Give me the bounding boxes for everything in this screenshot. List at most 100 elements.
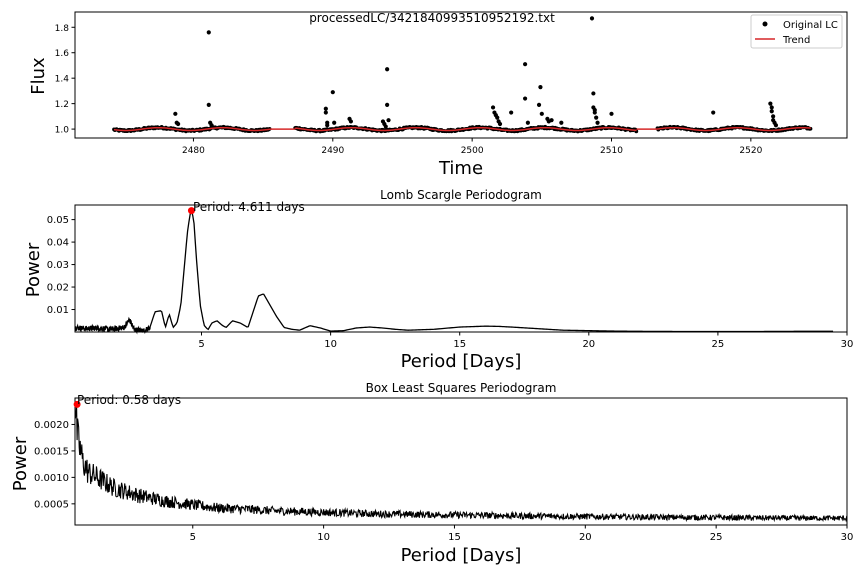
lc-outlier-point xyxy=(323,110,328,115)
lc-xtick-label: 2490 xyxy=(321,146,344,156)
lc-xtick-label: 2520 xyxy=(739,146,762,156)
ls-ytick-label: 0.01 xyxy=(47,305,69,316)
lc-outlier-point xyxy=(385,102,390,108)
lc-outlier-point xyxy=(332,120,337,125)
legend-label-original-lc: Original LC xyxy=(783,20,838,31)
lombscargle-ticks: 5 10 15 20 25 30 0.01 0.02 0.03 0.04 0.05 xyxy=(47,215,854,350)
bls-ytick-label: 0.0010 xyxy=(34,473,69,484)
lc-outlier-point xyxy=(325,123,330,128)
lombscargle-xlabel: Period [Days] xyxy=(401,351,522,372)
bls-title: Box Least Squares Periodogram xyxy=(366,381,557,395)
ls-xtick-label: 25 xyxy=(712,339,725,350)
ls-ytick-label: 0.03 xyxy=(47,260,69,271)
ls-xtick-label: 20 xyxy=(582,339,595,350)
lc-outlier-point xyxy=(383,124,388,129)
lc-outlier-point xyxy=(386,118,391,123)
lc-outlier-point xyxy=(173,111,178,116)
lc-ytick-label: 1.4 xyxy=(55,75,70,85)
ls-xtick-label: 30 xyxy=(841,339,854,350)
lc-outlier-point xyxy=(539,111,544,116)
bls-ytick-label: 0.0015 xyxy=(34,446,69,457)
bls-line xyxy=(74,403,848,523)
bls-xtick-label: 30 xyxy=(841,532,854,543)
figure-title: processedLC/3421840993510952192.txt xyxy=(309,11,555,25)
lc-outlier-point xyxy=(490,105,496,110)
lc-outlier-point xyxy=(509,110,514,115)
bls-xtick-label: 25 xyxy=(710,532,723,543)
lc-outlier-point xyxy=(769,109,774,114)
lombscargle-axes-frame xyxy=(74,204,848,333)
lc-xtick-label: 2510 xyxy=(600,146,623,156)
lc-outlier-point xyxy=(771,114,776,119)
lc-outlier-point xyxy=(594,115,599,120)
ls-xtick-label: 15 xyxy=(453,339,466,350)
lc-outlier-point xyxy=(592,110,597,115)
lc-outlier-point xyxy=(206,102,211,108)
lc-outlier-point xyxy=(497,121,503,127)
lc-outlier-point xyxy=(595,120,600,125)
lc-ytick-label: 1.0 xyxy=(55,126,70,136)
lc-outlier-point xyxy=(773,123,779,128)
bls-xtick-label: 10 xyxy=(317,532,330,543)
lightcurve-xlabel: Time xyxy=(438,158,483,179)
bls-annotation: Period: 0.58 days xyxy=(77,393,181,407)
bls-ytick-label: 0.0020 xyxy=(34,420,69,431)
lc-outlier-point xyxy=(536,102,542,108)
lc-outlier-point xyxy=(495,115,500,120)
ls-ytick-label: 0.02 xyxy=(47,283,69,294)
bls-marks xyxy=(73,400,848,523)
legend-marker-original-lc xyxy=(762,21,768,27)
lc-outlier-point xyxy=(589,16,595,21)
lc-outlier-point xyxy=(769,105,774,110)
lc-outlier-point xyxy=(538,84,543,90)
lc-outlier-point xyxy=(711,110,716,115)
lc-outlier-point xyxy=(348,119,354,124)
bls-xtick-label: 5 xyxy=(190,532,196,543)
lc-outlier-point xyxy=(523,62,528,67)
ls-xtick-label: 10 xyxy=(324,339,337,350)
lc-xtick-label: 2500 xyxy=(461,146,484,156)
bls-ticks: 5 10 15 20 25 30 0.0005 0.0010 0.0015 0.0020 xyxy=(34,420,853,543)
lc-outlier-point xyxy=(609,111,614,116)
lombscargle-annotation: Period: 4.611 days xyxy=(193,200,305,214)
lightcurve-ticks: 2480 2490 2500 2510 2520 1.0 1.2 1.4 1.6 1.8 xyxy=(55,24,763,156)
lc-outlier-point xyxy=(523,96,528,101)
lombscargle-panel: Lomb Scargle Periodogram 5 10 15 20 25 30 0.01… xyxy=(23,188,853,372)
lombscargle-title: Lomb Scargle Periodogram xyxy=(380,188,542,202)
ls-ytick-label: 0.04 xyxy=(47,238,69,249)
bls-axes-frame xyxy=(74,397,848,526)
lc-outlier-point xyxy=(525,120,530,125)
lc-outlier-point xyxy=(323,106,328,111)
lombscargle-peak-marker xyxy=(187,207,195,215)
bls-peak-marker xyxy=(73,400,81,408)
lc-outlier-point xyxy=(206,30,211,35)
ls-xtick-label: 5 xyxy=(198,339,204,350)
lc-xtick-label: 2480 xyxy=(182,146,205,156)
legend-label-trend: Trend xyxy=(782,35,810,46)
lc-outlier-point xyxy=(330,90,335,95)
lc-outlier-point xyxy=(559,120,564,125)
lc-ytick-label: 1.6 xyxy=(55,49,70,59)
lc-outlier-point xyxy=(176,121,181,127)
lightcurve-panel: 2480 2490 2500 2510 2520 1.0 1.2 1.4 1.6 1.8 proc… xyxy=(28,11,848,179)
lc-ytick-label: 1.2 xyxy=(55,100,69,110)
bls-xlabel: Period [Days] xyxy=(401,545,522,566)
bls-xtick-label: 20 xyxy=(579,532,592,543)
lightcurve-marks xyxy=(112,16,813,134)
ls-ytick-label: 0.05 xyxy=(47,215,69,226)
lc-trend-line xyxy=(113,126,811,132)
lightcurve-ylabel: Flux xyxy=(28,57,49,95)
lc-outlier-point xyxy=(209,123,214,128)
bls-ylabel: Power xyxy=(10,436,31,491)
lc-outlier-point xyxy=(385,67,390,72)
lightcurve-legend: Original LC Trend xyxy=(750,14,843,49)
lombscargle-line xyxy=(74,208,834,335)
lc-outlier-point xyxy=(768,101,773,106)
lc-ytick-label: 1.8 xyxy=(55,24,70,34)
bls-panel: Box Least Squares Periodogram 5 10 15 20 25 3… xyxy=(10,381,853,566)
bls-xtick-label: 15 xyxy=(448,532,461,543)
lc-outlier-point xyxy=(549,118,554,123)
lc-outlier-point xyxy=(591,91,596,96)
lightcurve-axes-frame xyxy=(74,11,848,139)
